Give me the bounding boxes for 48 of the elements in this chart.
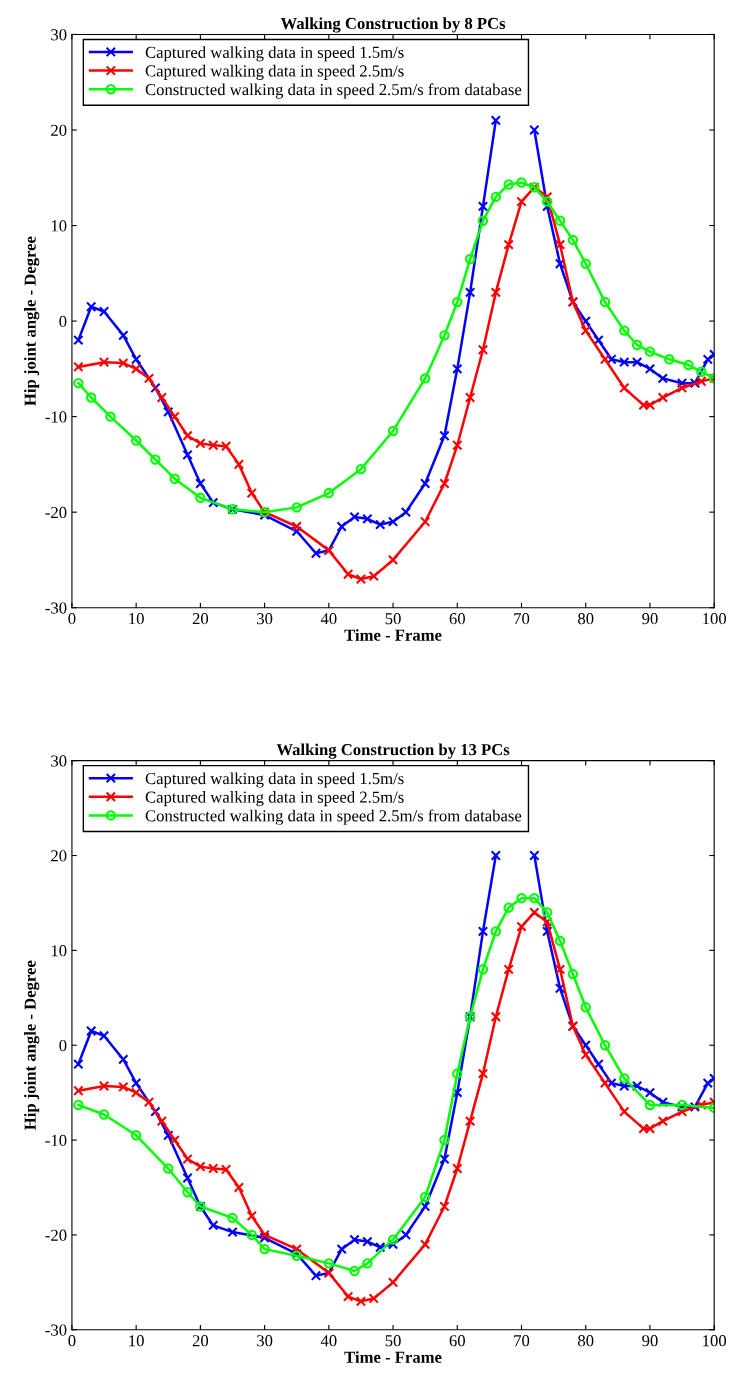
y-axis-title: Hip joint angle - Degree [24, 960, 40, 1130]
x-tick-label: 100 [703, 613, 727, 625]
x-tick-label: 70 [514, 1335, 530, 1347]
legend-label: Captured walking data in speed 1.5m/s [145, 46, 404, 62]
legend-label: Captured walking data in speed 1.5m/s [145, 772, 404, 788]
x-axis-title: Time - Frame [344, 629, 442, 641]
legend-label: Constructed walking data in speed 2.5m/s from database [145, 83, 522, 99]
x-tick-label: 30 [257, 613, 273, 625]
y-tick-label: 30 [51, 755, 67, 767]
chart-title: Walking Construction by 8 PCs [280, 17, 506, 33]
y-axis-title: Hip joint angle - Degree [24, 236, 40, 406]
legend-label: Captured walking data in speed 2.5m/s [145, 791, 404, 807]
x-axis-title: Time - Frame [344, 1351, 442, 1363]
y-tick-label: -20 [45, 1229, 67, 1241]
x-tick-label: 0 [68, 613, 76, 625]
x-tick-label: 90 [642, 1335, 658, 1347]
x-tick-label: 70 [514, 613, 530, 625]
y-tick-label: -20 [45, 506, 67, 519]
legend-label: Constructed walking data in speed 2.5m/s from database [145, 809, 522, 825]
y-tick-label: -10 [45, 411, 67, 423]
x-tick-label: 10 [129, 1335, 144, 1347]
x-tick-label: 0 [68, 1335, 76, 1347]
y-tick-label: 20 [51, 850, 67, 862]
y-tick-label: -10 [45, 1134, 67, 1147]
y-tick-label: 10 [51, 220, 67, 232]
x-tick-label: 30 [257, 1335, 273, 1347]
x-tick-label: 40 [320, 613, 337, 625]
legend-label: Captured walking data in speed 2.5m/s [145, 64, 404, 80]
y-tick-label: 30 [51, 29, 67, 41]
x-tick-label: 80 [578, 1335, 594, 1347]
y-tick-label: 10 [51, 945, 67, 957]
y-tick-label: -30 [45, 1324, 67, 1336]
x-tick-label: 60 [449, 613, 465, 625]
x-tick-label: 20 [192, 613, 209, 625]
x-tick-label: 50 [385, 613, 401, 625]
x-tick-label: 90 [642, 613, 658, 625]
x-tick-label: 10 [129, 613, 144, 625]
x-tick-label: 80 [578, 613, 594, 625]
chart-title: Walking Construction by 13 PCs [276, 743, 510, 759]
y-tick-label: 20 [51, 124, 67, 136]
x-tick-label: 100 [703, 1335, 727, 1347]
y-tick-label: 0 [59, 1039, 67, 1052]
y-tick-label: 0 [59, 315, 67, 328]
x-tick-label: 20 [192, 1335, 209, 1347]
x-tick-label: 50 [385, 1335, 401, 1347]
y-tick-label: -30 [45, 602, 67, 614]
x-tick-label: 60 [449, 1335, 465, 1347]
x-tick-label: 40 [320, 1335, 337, 1347]
